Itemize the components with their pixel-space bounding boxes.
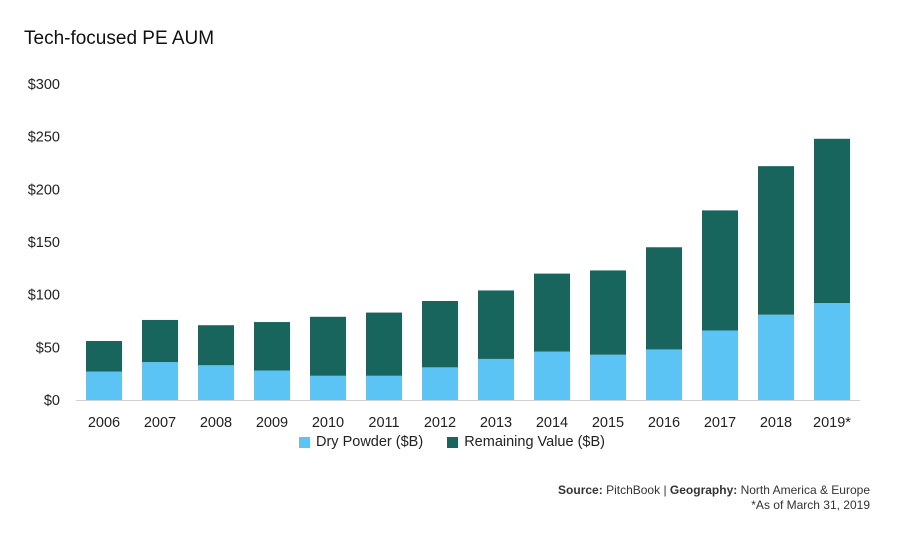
source-line: Source: PitchBook | Geography: North Ame… xyxy=(558,483,870,498)
geography-label: Geography: xyxy=(669,483,738,497)
bar-remaining-value xyxy=(814,138,850,304)
bar-remaining-value xyxy=(534,273,570,352)
legend-label-remaining-value: Remaining Value ($B) xyxy=(464,434,605,450)
bar-dry-powder xyxy=(142,362,178,400)
x-tick-label: 2014 xyxy=(536,415,568,431)
bar-dry-powder xyxy=(310,375,346,400)
geography-value: North America & Europe xyxy=(740,483,870,497)
x-tick-label: 2006 xyxy=(88,415,120,431)
x-tick-label: 2015 xyxy=(592,415,624,431)
footer: Source: PitchBook | Geography: North Ame… xyxy=(558,483,870,513)
source-label: Source: xyxy=(558,483,603,497)
bar-remaining-value xyxy=(590,270,626,355)
bar-dry-powder xyxy=(422,367,458,400)
bar-dry-powder xyxy=(86,371,122,400)
legend-item-dry-powder: Dry Powder ($B) xyxy=(299,434,423,450)
legend-item-remaining-value: Remaining Value ($B) xyxy=(447,434,605,450)
bar-remaining-value xyxy=(422,300,458,368)
bar-dry-powder xyxy=(646,349,682,400)
bar-remaining-value xyxy=(254,322,290,371)
x-tick-label: 2008 xyxy=(200,415,232,431)
bar-remaining-value xyxy=(142,319,178,363)
x-tick-label: 2009 xyxy=(256,415,288,431)
legend-label-dry-powder: Dry Powder ($B) xyxy=(316,434,424,450)
legend: Dry Powder ($B) Remaining Value ($B) xyxy=(0,434,904,452)
x-tick-label: 2010 xyxy=(312,415,344,431)
legend-swatch-dry-powder xyxy=(299,436,310,448)
x-tick-label: 2007 xyxy=(144,415,176,431)
bar-remaining-value xyxy=(310,316,346,376)
x-tick-label: 2018 xyxy=(760,415,792,431)
x-tick-label: 2019* xyxy=(813,415,851,431)
x-tick-label: 2012 xyxy=(424,415,456,431)
bar-dry-powder xyxy=(198,365,234,400)
bar-remaining-value xyxy=(86,341,122,372)
bar-remaining-value xyxy=(366,312,402,376)
y-tick-label: $300 xyxy=(28,77,60,93)
bar-remaining-value xyxy=(646,247,682,350)
y-tick-label: $100 xyxy=(28,288,60,304)
bar-remaining-value xyxy=(758,166,794,315)
y-tick-label: $200 xyxy=(28,182,60,198)
bar-remaining-value xyxy=(478,290,514,359)
bar-dry-powder xyxy=(534,351,570,400)
y-tick-label: $250 xyxy=(28,130,60,146)
x-tick-label: 2013 xyxy=(480,415,512,431)
bar-dry-powder xyxy=(254,370,290,400)
bar-remaining-value xyxy=(702,210,738,331)
y-tick-label: $150 xyxy=(28,235,60,251)
footnote: *As of March 31, 2019 xyxy=(751,498,870,512)
source-value: PitchBook xyxy=(606,483,661,497)
x-tick-label: 2017 xyxy=(704,415,736,431)
footer-separator: | xyxy=(663,483,667,497)
y-tick-label: $0 xyxy=(44,393,60,409)
bar-remaining-value xyxy=(198,325,234,366)
x-tick-label: 2016 xyxy=(648,415,680,431)
bar-dry-powder xyxy=(814,303,850,400)
x-tick-label: 2011 xyxy=(368,415,399,431)
bar-dry-powder xyxy=(702,330,738,400)
y-tick-label: $50 xyxy=(36,340,60,356)
bar-dry-powder xyxy=(590,354,626,400)
legend-swatch-remaining-value xyxy=(447,436,459,448)
bar-dry-powder xyxy=(758,314,794,400)
bar-dry-powder xyxy=(478,358,514,400)
chart-title: Tech-focused PE AUM xyxy=(24,28,215,49)
bar-dry-powder xyxy=(366,375,402,400)
